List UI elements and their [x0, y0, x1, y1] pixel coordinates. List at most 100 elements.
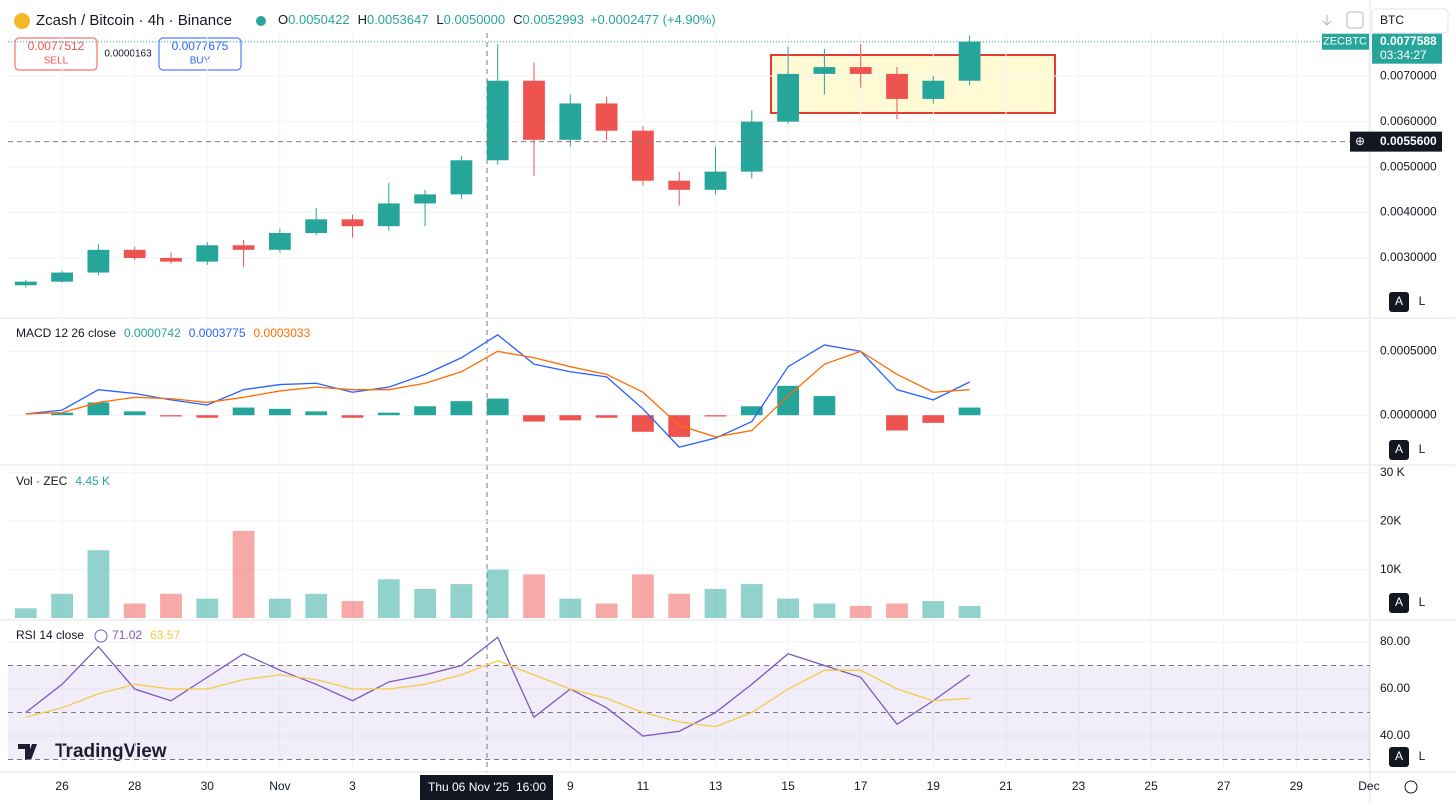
range-rectangle[interactable]	[770, 54, 1056, 114]
countdown: 03:34:27	[1380, 48, 1427, 62]
scale-button-label[interactable]: A	[1395, 294, 1403, 308]
scale-button[interactable]	[1412, 440, 1432, 460]
legend-value: 0.0000742	[124, 326, 181, 340]
scale-button[interactable]	[1412, 292, 1432, 312]
volume-bar	[922, 601, 945, 618]
symbol-title[interactable]: Zcash / Bitcoin · 4h · Binance	[36, 12, 232, 29]
line	[25, 333, 970, 448]
candle-body	[486, 80, 509, 161]
legend-value: 4.45 K	[75, 474, 110, 488]
x-tick-label: Nov	[269, 779, 290, 793]
y-tick-label: 0.0060000	[1380, 114, 1437, 128]
volume-bar	[377, 579, 400, 618]
buy-price[interactable]: 0.0077675	[172, 39, 229, 53]
histogram-bar	[160, 415, 182, 417]
histogram-bar	[777, 385, 799, 416]
candle-body	[87, 249, 110, 273]
histogram-bar	[341, 415, 364, 418]
volume-bar	[14, 608, 37, 618]
sell-label[interactable]: SELL	[44, 56, 69, 67]
histogram-bar	[523, 415, 545, 422]
scale-button[interactable]	[1412, 593, 1432, 613]
settings-icon[interactable]	[1404, 780, 1418, 794]
ohlc-value: 0.0050422	[288, 12, 349, 27]
pane-legend: MACD 12 26 close 0.0000742 0.0003775 0.0003…	[16, 326, 311, 340]
candle-body	[232, 245, 255, 250]
volume-bar	[632, 574, 654, 618]
volume-bar	[414, 588, 436, 618]
maximize-icon[interactable]	[1346, 11, 1364, 29]
x-tick-label: Dec	[1358, 779, 1379, 793]
histogram-bar	[269, 408, 291, 416]
scale-button-label[interactable]: L	[1419, 595, 1426, 609]
scale-button[interactable]	[1389, 440, 1409, 460]
scale-button[interactable]	[1412, 747, 1432, 767]
candle-body	[849, 67, 872, 74]
buy-button[interactable]	[158, 37, 242, 71]
candle-body	[523, 80, 545, 140]
volume-bar	[160, 593, 182, 618]
volume-bar	[341, 601, 364, 618]
candle-body	[632, 130, 654, 181]
volume-bar	[958, 605, 981, 618]
volume-bar	[305, 593, 328, 618]
ohlc-key: H	[358, 12, 367, 27]
volume-bar	[559, 598, 582, 618]
scale-button-label[interactable]: L	[1419, 442, 1426, 456]
symbol-icon	[14, 13, 30, 29]
line	[25, 350, 970, 438]
volume-bar	[87, 550, 110, 618]
histogram-bar	[232, 407, 255, 416]
currency-select[interactable]	[1371, 8, 1449, 34]
volume-bar	[269, 598, 291, 618]
last-price-label: 0.0077588	[1380, 34, 1437, 48]
currency[interactable]: BTC	[1380, 13, 1404, 27]
histogram-bar	[486, 398, 509, 416]
pane-title: RSI 14 close	[16, 628, 84, 642]
y-tick-label: 80.00	[1380, 634, 1410, 648]
histogram-bar	[886, 415, 908, 431]
scale-button[interactable]	[1389, 593, 1409, 613]
histogram-bar	[305, 411, 328, 416]
volume-bar	[849, 605, 872, 618]
candle-body	[813, 67, 836, 74]
volume-bar	[51, 593, 73, 618]
histogram-bar	[559, 415, 582, 421]
plus-icon: ⊕	[1355, 134, 1365, 148]
ohlc-key: L	[436, 12, 443, 27]
sell-button[interactable]	[14, 37, 98, 71]
y-tick-label: 20K	[1380, 513, 1401, 527]
volume-bar	[886, 603, 908, 618]
y-tick-label: 40.00	[1380, 728, 1410, 742]
scale-button-label[interactable]: A	[1395, 749, 1403, 763]
scale-button-label[interactable]: L	[1419, 294, 1426, 308]
scale-button-label[interactable]: A	[1395, 595, 1403, 609]
rsi-icon[interactable]	[94, 629, 108, 643]
histogram-bar	[196, 415, 219, 418]
y-tick-label: 0.0070000	[1380, 68, 1437, 82]
scale-button-label[interactable]: A	[1395, 442, 1403, 456]
ohlc-legend: O0.0050422 H0.0053647 L0.0050000 C0.0052993…	[278, 12, 716, 27]
download-icon[interactable]	[1322, 15, 1332, 26]
ohlc-value: 0.0052993	[523, 12, 584, 27]
sell-price[interactable]: 0.0077512	[28, 39, 85, 53]
candle-body	[269, 233, 291, 250]
y-tick-label: 0.0005000	[1380, 344, 1437, 358]
volume-bar	[486, 569, 509, 618]
volume-bar	[450, 584, 473, 618]
buy-label[interactable]: BUY	[190, 56, 211, 67]
ohlc-value: 0.0050000	[444, 12, 505, 27]
scale-button-label[interactable]: L	[1419, 749, 1426, 763]
scale-button[interactable]	[1389, 747, 1409, 767]
histogram-bar	[740, 406, 763, 416]
volume-bar	[232, 530, 255, 618]
histogram-bar	[51, 412, 73, 416]
candle-body	[160, 258, 182, 262]
y-tick-label: 0.0030000	[1380, 250, 1437, 264]
histogram-bar	[632, 415, 654, 432]
scale-button[interactable]	[1389, 292, 1409, 312]
histogram-bar	[87, 402, 110, 416]
candle-body	[377, 203, 400, 227]
y-tick-label: 0.0050000	[1380, 159, 1437, 173]
